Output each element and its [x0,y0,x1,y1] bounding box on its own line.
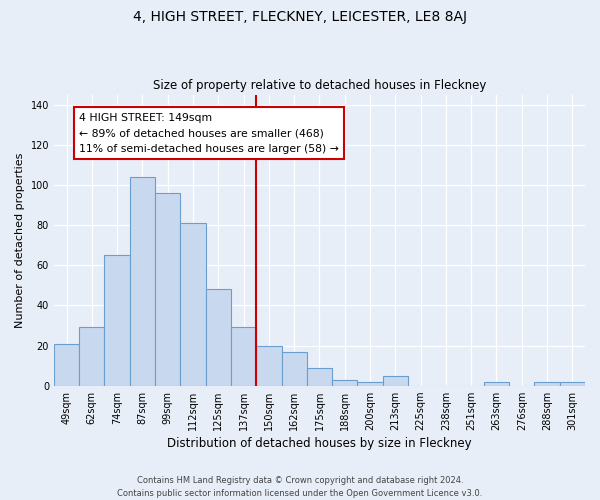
Bar [181,223,206,386]
Bar [332,380,358,386]
Title: Size of property relative to detached houses in Fleckney: Size of property relative to detached ho… [153,79,486,92]
Bar [54,344,79,386]
Bar [231,328,256,386]
Y-axis label: Number of detached properties: Number of detached properties [15,152,25,328]
Bar [104,255,130,386]
X-axis label: Distribution of detached houses by size in Fleckney: Distribution of detached houses by size … [167,437,472,450]
Bar [358,382,383,386]
Bar [383,376,408,386]
Text: 4, HIGH STREET, FLECKNEY, LEICESTER, LE8 8AJ: 4, HIGH STREET, FLECKNEY, LEICESTER, LE8… [133,10,467,24]
Bar [155,193,181,386]
Bar [560,382,585,386]
Bar [281,352,307,386]
Bar [535,382,560,386]
Bar [206,290,231,386]
Text: Contains HM Land Registry data © Crown copyright and database right 2024.
Contai: Contains HM Land Registry data © Crown c… [118,476,482,498]
Bar [484,382,509,386]
Bar [79,328,104,386]
Bar [307,368,332,386]
Bar [130,177,155,386]
Bar [256,346,281,386]
Text: 4 HIGH STREET: 149sqm
← 89% of detached houses are smaller (468)
11% of semi-det: 4 HIGH STREET: 149sqm ← 89% of detached … [79,112,339,154]
